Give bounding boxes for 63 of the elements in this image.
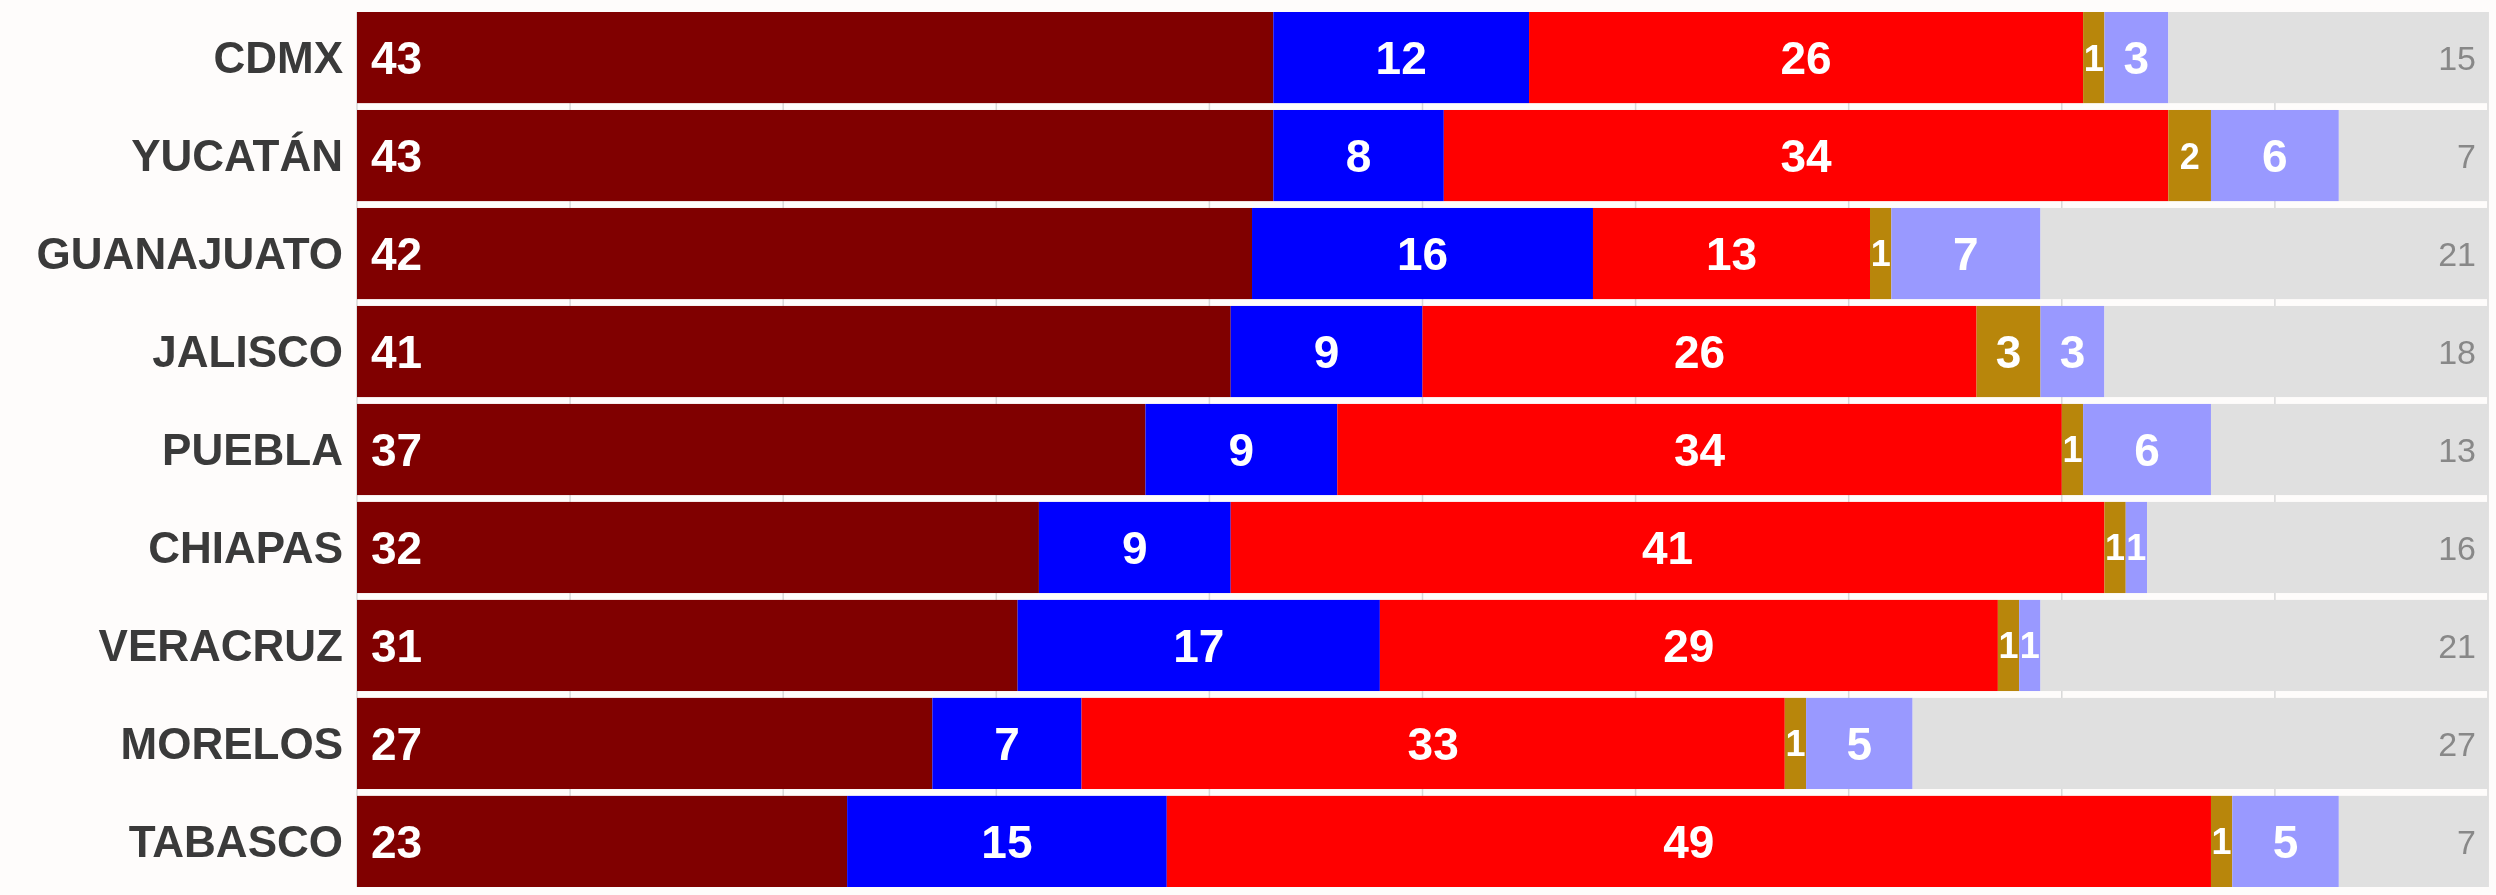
- data-label: 16: [2438, 528, 2476, 567]
- data-label: 8: [1345, 130, 1372, 183]
- data-label: 23: [371, 816, 423, 868]
- data-label: 2: [2179, 135, 2200, 177]
- data-label: 9: [1122, 522, 1148, 575]
- y-tick-label: JALISCO: [152, 327, 343, 377]
- data-label: 27: [371, 718, 423, 771]
- data-label: 7: [1953, 228, 1979, 281]
- data-label: 33: [1407, 718, 1459, 771]
- data-label: 6: [2134, 424, 2160, 477]
- data-label: 15: [981, 816, 1033, 868]
- data-label: 27: [2438, 724, 2476, 763]
- data-label: 17: [1173, 620, 1225, 673]
- data-label: 49: [1663, 816, 1715, 868]
- data-label: 41: [371, 326, 423, 379]
- data-label: 13: [1705, 228, 1758, 281]
- data-label: 7: [2457, 136, 2476, 175]
- y-tick-label: GUANAJUATO: [36, 229, 343, 279]
- data-label: 9: [1228, 424, 1255, 477]
- data-label: 18: [2438, 332, 2476, 371]
- data-label: 12: [1375, 32, 1427, 85]
- data-label: 13: [2438, 430, 2476, 469]
- data-label: 3: [1995, 326, 2022, 379]
- y-tick-label: CHIAPAS: [148, 523, 343, 573]
- data-label: 1: [2126, 527, 2147, 569]
- data-label: 1: [1870, 233, 1891, 275]
- data-label: 9: [1313, 326, 1340, 379]
- data-label: 6: [2262, 130, 2288, 183]
- data-label: 42: [371, 228, 423, 281]
- data-label: 1: [2062, 429, 2083, 471]
- data-label: 1: [2105, 527, 2126, 569]
- data-label: 1: [1998, 625, 2019, 667]
- data-label: 1: [2211, 821, 2232, 863]
- data-label: 7: [2457, 822, 2476, 861]
- data-label: 21: [2438, 626, 2476, 665]
- y-tick-label: MORELOS: [120, 719, 343, 769]
- y-tick-label: PUEBLA: [162, 425, 343, 475]
- data-label: 34: [1673, 424, 1726, 477]
- data-label: 37: [371, 424, 423, 477]
- data-label: 3: [2123, 32, 2150, 85]
- data-label: 1: [2019, 625, 2040, 667]
- y-tick-label: TABASCO: [128, 817, 343, 867]
- data-label: 21: [2438, 234, 2476, 273]
- data-label: 3: [2059, 326, 2086, 379]
- data-label: 15: [2438, 38, 2476, 77]
- data-label: 29: [1663, 620, 1715, 673]
- data-label: 34: [1780, 130, 1833, 183]
- y-tick-label: YUCATÁN: [131, 131, 343, 181]
- data-label: 16: [1396, 228, 1449, 281]
- data-label: 26: [1673, 326, 1726, 379]
- data-label: 26: [1780, 32, 1832, 85]
- data-label: 5: [2272, 816, 2299, 868]
- data-label: 41: [1641, 522, 1694, 575]
- data-label: 31: [371, 620, 423, 673]
- data-label: 7: [994, 718, 1020, 771]
- data-label: 43: [371, 130, 423, 183]
- data-label: 43: [371, 32, 423, 85]
- data-label: 32: [371, 522, 423, 575]
- data-label: 5: [1846, 718, 1873, 771]
- data-label: 1: [1785, 723, 1806, 765]
- data-label: 1: [2083, 37, 2104, 79]
- y-tick-label: CDMX: [213, 33, 343, 83]
- y-tick-label: VERACRUZ: [98, 621, 343, 671]
